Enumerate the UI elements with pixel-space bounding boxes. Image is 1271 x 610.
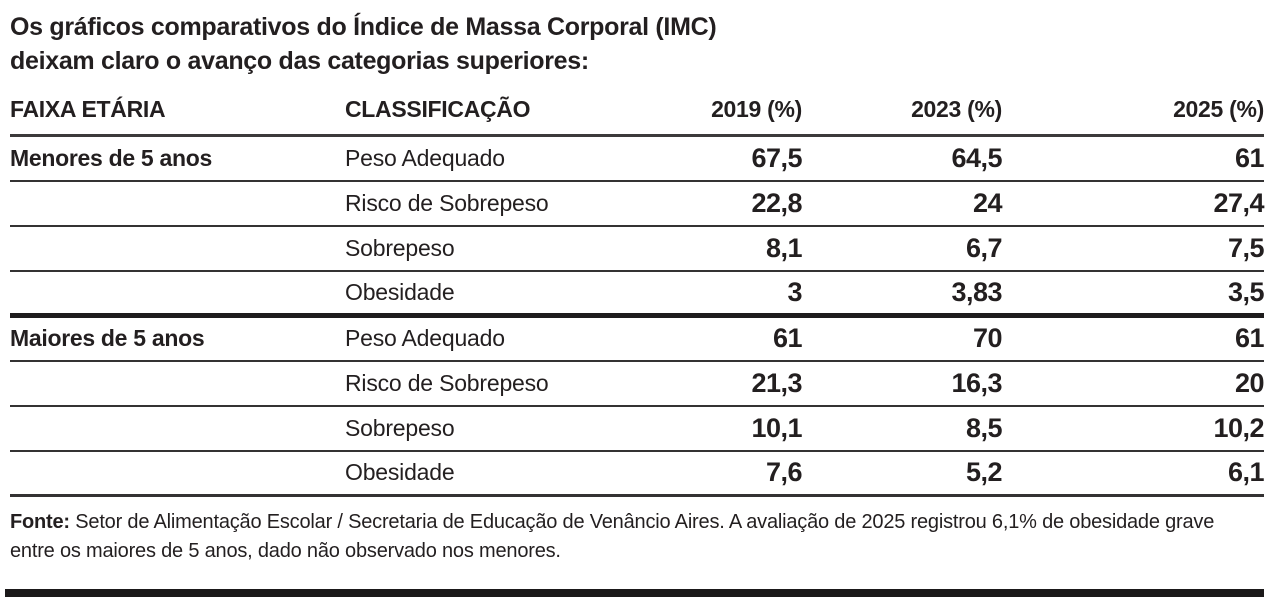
classification-cell: Obesidade <box>345 450 690 497</box>
table-row: Obesidade 7,6 5,2 6,1 <box>10 450 1265 497</box>
value-2019: 7,6 <box>690 450 803 497</box>
value-2023: 5,2 <box>802 450 1003 497</box>
imc-comparison-table: FAIXA ETÁRIA CLASSIFICAÇÃO 2019 (%) 2023… <box>10 88 1265 497</box>
classification-cell: Peso Adequado <box>345 135 690 182</box>
value-2023: 24 <box>802 180 1003 227</box>
value-2025: 10,2 <box>1002 405 1265 452</box>
value-2019: 3 <box>690 270 803 318</box>
value-2025: 61 <box>1002 315 1265 362</box>
value-2025: 7,5 <box>1002 225 1265 272</box>
value-2025: 3,5 <box>1002 270 1265 318</box>
value-2019: 21,3 <box>690 360 803 407</box>
value-2019: 67,5 <box>690 135 803 182</box>
value-2023: 6,7 <box>802 225 1003 272</box>
value-2025: 20 <box>1002 360 1265 407</box>
title-line-1: Os gráficos comparativos do Índice de Ma… <box>10 13 717 41</box>
value-2023: 16,3 <box>802 360 1003 407</box>
value-2019: 22,8 <box>690 180 803 227</box>
classification-cell: Sobrepeso <box>345 405 690 452</box>
age-group-label-empty <box>10 225 345 272</box>
classification-cell: Risco de Sobrepeso <box>345 180 690 227</box>
col-header-faixa-etaria: FAIXA ETÁRIA <box>10 88 345 137</box>
col-header-classificacao: CLASSIFICAÇÃO <box>345 88 690 137</box>
age-group-label: Maiores de 5 anos <box>10 315 345 362</box>
value-2019: 8,1 <box>690 225 803 272</box>
value-2025: 61 <box>1002 135 1265 182</box>
table-row: Risco de Sobrepeso 21,3 16,3 20 <box>10 360 1265 407</box>
value-2025: 6,1 <box>1002 450 1265 497</box>
value-2023: 70 <box>802 315 1003 362</box>
source-label: Fonte: <box>10 511 70 533</box>
table-row: Sobrepeso 8,1 6,7 7,5 <box>10 225 1265 272</box>
classification-cell: Peso Adequado <box>345 315 690 362</box>
value-2019: 10,1 <box>690 405 803 452</box>
source-note: Fonte: Setor de Alimentação Escolar / Se… <box>10 508 1264 566</box>
age-group-label-empty <box>10 180 345 227</box>
age-group-label-empty <box>10 450 345 497</box>
source-text: Setor de Alimentação Escolar / Secretari… <box>10 511 1215 562</box>
age-group-label-empty <box>10 405 345 452</box>
age-group-label-empty <box>10 360 345 407</box>
bottom-rule-bar <box>5 589 1264 597</box>
value-2025: 27,4 <box>1002 180 1265 227</box>
title-line-2: deixam claro o avanço das categorias sup… <box>10 47 589 75</box>
col-header-2019: 2019 (%) <box>690 88 802 137</box>
table-row: Obesidade 3 3,83 3,5 <box>10 270 1265 318</box>
classification-cell: Obesidade <box>345 270 690 318</box>
col-header-2023: 2023 (%) <box>802 88 1002 137</box>
table-row: Sobrepeso 10,1 8,5 10,2 <box>10 405 1265 452</box>
classification-cell: Risco de Sobrepeso <box>345 360 690 407</box>
value-2023: 8,5 <box>802 405 1003 452</box>
age-group-label-empty <box>10 270 345 318</box>
value-2023: 64,5 <box>802 135 1003 182</box>
table-row: Maiores de 5 anos Peso Adequado 61 70 61 <box>10 315 1265 362</box>
table-row: Risco de Sobrepeso 22,8 24 27,4 <box>10 180 1265 227</box>
col-header-2025: 2025 (%) <box>1002 88 1264 137</box>
value-2019: 61 <box>690 315 803 362</box>
classification-cell: Sobrepeso <box>345 225 690 272</box>
table-header-row: FAIXA ETÁRIA CLASSIFICAÇÃO 2019 (%) 2023… <box>10 88 1264 137</box>
table-row: Menores de 5 anos Peso Adequado 67,5 64,… <box>10 135 1265 182</box>
age-group-label: Menores de 5 anos <box>10 135 345 182</box>
value-2023: 3,83 <box>802 270 1003 318</box>
page-title: Os gráficos comparativos do Índice de Ma… <box>10 10 1264 78</box>
